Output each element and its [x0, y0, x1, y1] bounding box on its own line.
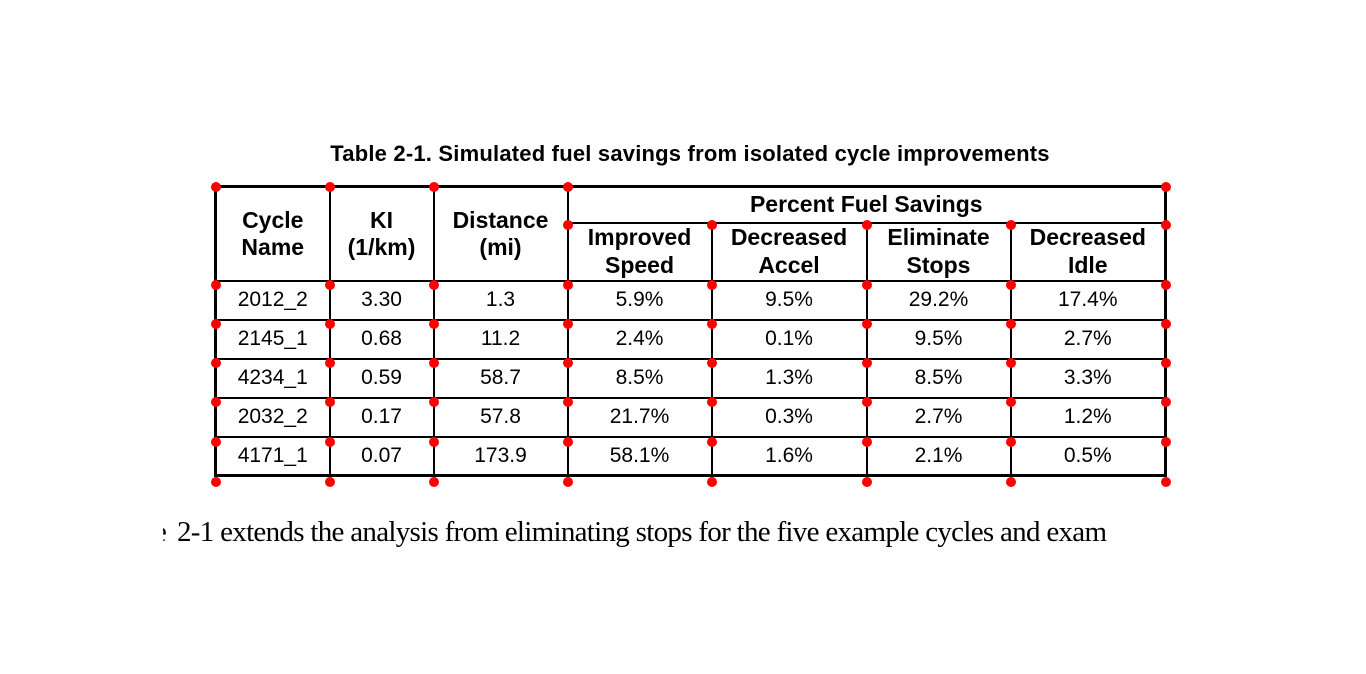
corner-marker-dot [211, 477, 221, 487]
col-header-percent-fuel-savings: Percent Fuel Savings [566, 185, 1167, 224]
col-header-ki: KI (1/km) [328, 185, 435, 282]
corner-marker-dot [563, 477, 573, 487]
table-cell: 0.5% [1009, 435, 1167, 477]
table-cell: 2032_2 [214, 396, 331, 438]
corner-marker-dot [1006, 477, 1016, 487]
fuel-savings-table: Cycle Name KI (1/km) Distance (mi) Perce… [214, 185, 1168, 477]
table-cell: 2.7% [1009, 318, 1167, 360]
corner-marker-dot [707, 477, 717, 487]
table-cell: 8.5% [865, 357, 1012, 399]
table-cell: 0.68 [328, 318, 435, 360]
table-cell: 4234_1 [214, 357, 331, 399]
table-cell: 3.3% [1009, 357, 1167, 399]
col-header-decreased-accel: Decreased Accel [710, 221, 868, 282]
corner-marker-dot [325, 477, 335, 487]
table-cell: 5.9% [566, 279, 713, 321]
table-cell: 0.17 [328, 396, 435, 438]
table-cell: 2145_1 [214, 318, 331, 360]
table-cell: 29.2% [865, 279, 1012, 321]
table-cell: 0.07 [328, 435, 435, 477]
table-cell: 0.1% [710, 318, 868, 360]
table-cell: 0.59 [328, 357, 435, 399]
table-cell: 2.7% [865, 396, 1012, 438]
corner-marker-dot [429, 477, 439, 487]
table-cell: 9.5% [865, 318, 1012, 360]
table-cell: 11.2 [432, 318, 569, 360]
table-cell: 58.7 [432, 357, 569, 399]
header-row-sub: Improved Speed Decreased Accel Eliminate… [216, 221, 1167, 282]
table-cell: 1.3 [432, 279, 569, 321]
clipped-letter: e [163, 516, 167, 548]
table-cell: 2.4% [566, 318, 713, 360]
table-cell: 4171_1 [214, 435, 331, 477]
table-cell: 1.3% [710, 357, 868, 399]
table-row: 4234_1 0.59 58.7 8.5% 1.3% 8.5% 3.3% [214, 357, 1167, 399]
table-cell: 2012_2 [214, 279, 331, 321]
corner-marker-dot [1161, 477, 1171, 487]
table-cell: 58.1% [566, 435, 713, 477]
table-header: Cycle Name KI (1/km) Distance (mi) Perce… [214, 185, 1167, 282]
col-header-distance: Distance (mi) [432, 185, 569, 282]
col-header-decreased-idle: Decreased Idle [1009, 221, 1167, 282]
header-row-group: Cycle Name KI (1/km) Distance (mi) Perce… [214, 185, 1167, 282]
caption-text: 2-1 extends the analysis from eliminatin… [177, 516, 1107, 548]
table-row: 4171_1 0.07 173.9 58.1% 1.6% 2.1% 0.5% [214, 435, 1167, 477]
table-row: 2145_1 0.68 11.2 2.4% 0.1% 9.5% 2.7% [214, 318, 1167, 360]
table-cell: 2.1% [865, 435, 1012, 477]
col-header-eliminate-stops: Eliminate Stops [865, 221, 1012, 282]
table-cell: 9.5% [710, 279, 868, 321]
table-title: Table 2-1. Simulated fuel savings from i… [330, 141, 1050, 166]
table-cell: 57.8 [432, 396, 569, 438]
clipped-letter-fragment: e [163, 516, 171, 552]
table-row: 2012_2 3.30 1.3 5.9% 9.5% 29.2% 17.4% [214, 279, 1167, 321]
table-cell: 21.7% [566, 396, 713, 438]
col-header-cycle-name: Cycle Name [214, 185, 331, 282]
col-header-improved-speed: Improved Speed [566, 221, 713, 282]
table-cell: 1.6% [710, 435, 868, 477]
table-cell: 8.5% [566, 357, 713, 399]
table-cell: 173.9 [432, 435, 569, 477]
table-row: 2032_2 0.17 57.8 21.7% 0.3% 2.7% 1.2% [214, 396, 1167, 438]
table-cell: 1.2% [1009, 396, 1167, 438]
table-body: 2012_2 3.30 1.3 5.9% 9.5% 29.2% 17.4% 2145_1 0.6… [214, 279, 1167, 477]
table-cell: 17.4% [1009, 279, 1167, 321]
table-cell: 0.3% [710, 396, 868, 438]
corner-marker-dot [862, 477, 872, 487]
table-cell: 3.30 [328, 279, 435, 321]
